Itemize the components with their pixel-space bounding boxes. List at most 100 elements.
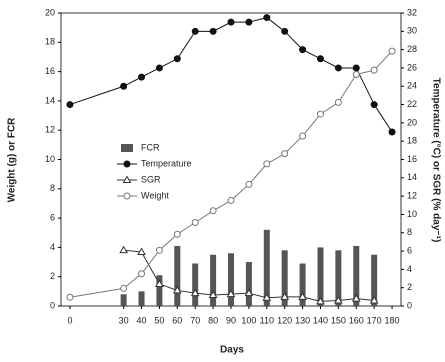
marker — [299, 132, 307, 140]
y2-tick-label: 26 — [407, 62, 417, 72]
legend-label: FCR — [141, 142, 160, 152]
marker — [245, 18, 253, 26]
marker — [208, 290, 218, 299]
marker — [227, 197, 235, 205]
x-tick-label: 180 — [385, 315, 400, 325]
line — [69, 17, 393, 133]
y-axis-title: Weight (g) or FCR — [7, 117, 18, 203]
marker — [388, 128, 396, 136]
x-tick-label: 130 — [295, 315, 310, 325]
x-tick-label: 60 — [172, 315, 182, 325]
marker — [122, 175, 132, 183]
marker — [173, 230, 181, 238]
marker — [369, 296, 379, 304]
marker — [191, 27, 199, 35]
y2-tick-label: 20 — [407, 117, 417, 127]
bar — [228, 253, 234, 306]
bar — [174, 245, 181, 306]
y-tick-label: 6 — [50, 212, 55, 222]
marker — [244, 288, 254, 297]
marker — [123, 192, 131, 200]
marker — [299, 46, 307, 54]
bar — [317, 247, 324, 306]
marker — [120, 284, 128, 292]
bar — [371, 254, 378, 306]
marker — [316, 55, 324, 63]
marker — [120, 82, 128, 90]
marker — [138, 270, 146, 278]
x-tick-label: 50 — [154, 315, 164, 325]
x-tick-label: 40 — [137, 315, 147, 325]
y-tick-label: 18 — [45, 37, 55, 47]
marker — [316, 296, 325, 305]
legend-swatch — [121, 144, 133, 152]
bar — [138, 291, 145, 306]
y-tick-label: 8 — [50, 183, 55, 193]
x-tick-label: 170 — [367, 315, 382, 325]
y-tick-label: 20 — [45, 7, 55, 17]
x-tick-label: 150 — [331, 315, 346, 325]
marker — [281, 27, 289, 35]
marker — [370, 101, 378, 109]
y-tick-label: 12 — [45, 125, 55, 135]
bar — [263, 229, 270, 306]
y2-tick-label: 6 — [407, 245, 412, 255]
marker — [334, 64, 342, 72]
x-tick-label: 30 — [119, 315, 129, 325]
legend-label: SGR — [141, 174, 161, 184]
y2-tick-label: 12 — [407, 191, 417, 201]
bar — [120, 294, 127, 306]
marker — [334, 98, 342, 106]
marker — [227, 18, 235, 26]
y-tick-label: 0 — [50, 300, 55, 310]
bar — [192, 263, 199, 306]
y2-tick-label: 16 — [407, 154, 417, 164]
y2-tick-label: 22 — [407, 99, 417, 109]
x-tick-label: 90 — [226, 315, 236, 325]
marker — [66, 101, 74, 109]
x-tick-label: 70 — [190, 315, 200, 325]
y2-tick-label: 8 — [407, 227, 412, 237]
marker — [388, 47, 396, 55]
x-tick-label: 80 — [208, 315, 218, 325]
x-tick-label: 160 — [349, 315, 364, 325]
marker — [281, 150, 289, 158]
y2-tick-label: 0 — [407, 300, 412, 310]
x-tick-label: 120 — [277, 315, 292, 325]
x-tick-label: 0 — [67, 315, 72, 325]
y-tick-label: 4 — [50, 242, 55, 252]
bar — [299, 263, 306, 306]
bar — [335, 250, 342, 306]
y2-tick-label: 2 — [407, 282, 412, 292]
marker — [263, 160, 271, 168]
marker — [333, 296, 343, 304]
marker — [137, 247, 146, 255]
x-tick-label: 140 — [313, 315, 328, 325]
marker — [298, 292, 307, 300]
marker — [191, 218, 199, 226]
marker — [316, 110, 324, 118]
y2-tick-label: 28 — [407, 44, 417, 54]
marker — [370, 66, 378, 74]
y2-tick-label: 14 — [407, 172, 417, 182]
marker — [123, 160, 131, 168]
marker — [173, 55, 181, 63]
y2-tick-label: 10 — [407, 209, 417, 219]
marker — [263, 14, 271, 22]
marker — [155, 246, 163, 254]
bar — [281, 250, 288, 306]
marker — [119, 245, 129, 254]
bar — [353, 245, 360, 306]
bar — [156, 275, 163, 306]
marker — [66, 293, 74, 301]
marker — [190, 288, 200, 297]
marker — [209, 27, 217, 35]
y2-tick-label: 4 — [407, 264, 412, 274]
legend-label: Temperature — [141, 158, 192, 168]
bar — [245, 262, 252, 306]
marker — [226, 289, 236, 298]
bar — [210, 254, 217, 306]
y2-axis-title: Temperature (°C) or SGR (% day⁻¹) — [430, 78, 441, 243]
legend-label: Weight — [141, 190, 169, 200]
marker — [262, 293, 272, 301]
